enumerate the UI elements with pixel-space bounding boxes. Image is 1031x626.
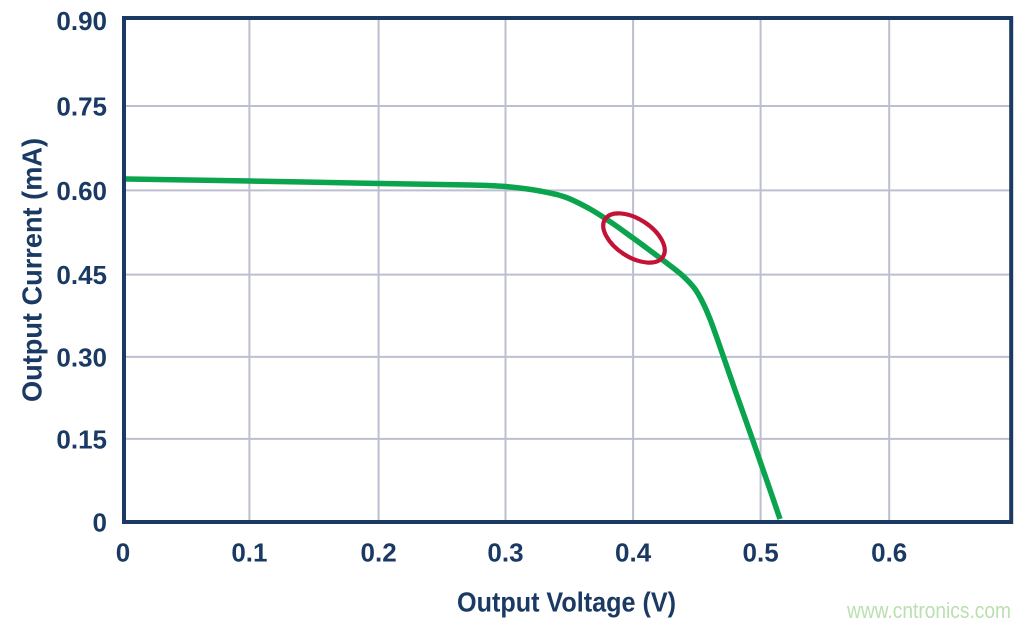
svg-text:0.5: 0.5 [743, 538, 779, 568]
svg-text:0.30: 0.30 [56, 342, 107, 372]
svg-text:Output Voltage (V): Output Voltage (V) [457, 586, 676, 617]
svg-text:0.75: 0.75 [56, 92, 107, 122]
svg-text:0.1: 0.1 [231, 538, 267, 568]
svg-text:0.3: 0.3 [487, 538, 523, 568]
svg-text:0: 0 [93, 508, 107, 538]
svg-text:0.2: 0.2 [361, 538, 397, 568]
svg-text:0.6: 0.6 [871, 538, 907, 568]
svg-text:0.60: 0.60 [56, 176, 107, 206]
svg-text:0.4: 0.4 [615, 538, 652, 568]
svg-text:0.45: 0.45 [56, 260, 107, 290]
svg-text:0.90: 0.90 [56, 6, 107, 36]
svg-text:www.cntronics.com: www.cntronics.com [846, 598, 1011, 623]
svg-text:0.15: 0.15 [56, 424, 107, 454]
svg-text:Output Current (mA): Output Current (mA) [17, 138, 48, 402]
svg-text:0: 0 [116, 538, 130, 568]
